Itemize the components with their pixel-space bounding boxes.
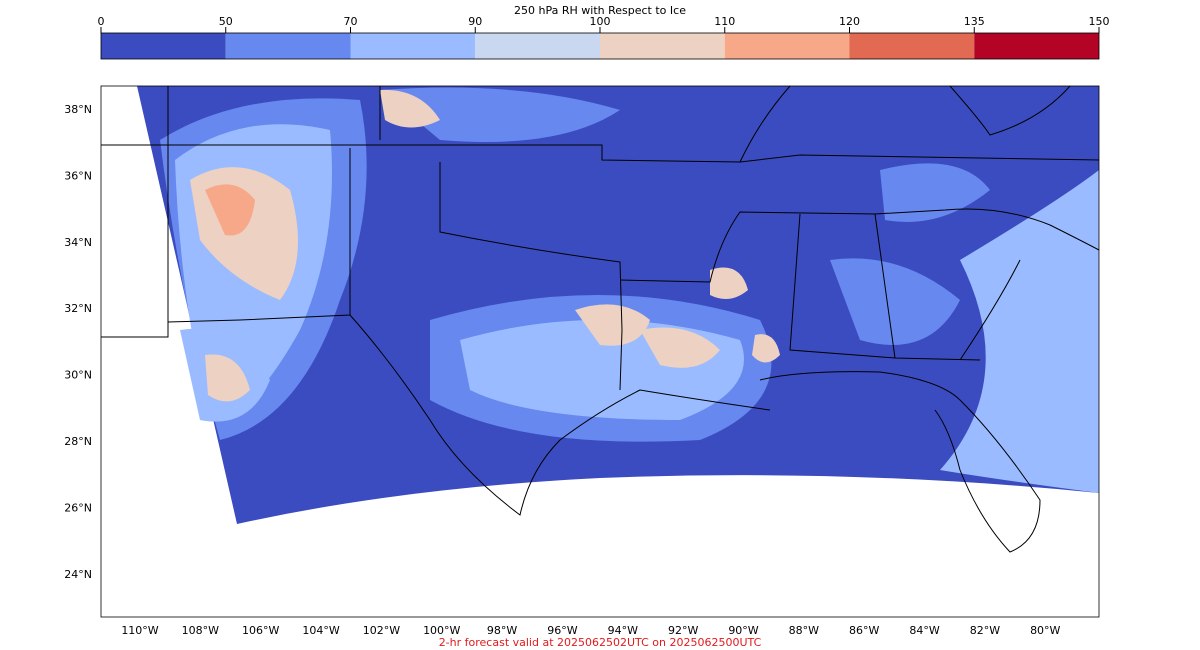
longitude-label: 82°W xyxy=(970,624,1000,637)
longitude-label: 110°W xyxy=(121,624,158,637)
colorbar-segment xyxy=(225,33,351,59)
colorbar-tick-label: 90 xyxy=(468,15,482,28)
state-borders xyxy=(101,86,1099,553)
longitude-label: 88°W xyxy=(789,624,819,637)
latitude-label: 38°N xyxy=(64,103,92,116)
longitude-label: 90°W xyxy=(728,624,758,637)
latitude-label: 28°N xyxy=(64,435,92,448)
map xyxy=(101,86,1099,553)
longitude-label: 92°W xyxy=(668,624,698,637)
longitude-label: 100°W xyxy=(423,624,460,637)
colorbar-segment xyxy=(724,33,850,59)
longitude-label: 96°W xyxy=(547,624,577,637)
latitude-label: 36°N xyxy=(64,169,92,182)
colorbar-segment xyxy=(101,33,226,59)
colorbar-title: 250 hPa RH with Respect to Ice xyxy=(514,4,686,17)
colorbar-segment xyxy=(350,33,476,59)
humidity-field xyxy=(160,87,1099,493)
colorbar-tick-label: 70 xyxy=(344,15,358,28)
colorbar-segment xyxy=(600,33,725,59)
colorbar-tick-label: 110 xyxy=(714,15,735,28)
colorbar-tick-label: 120 xyxy=(839,15,860,28)
colorbar: 0 50 70 90 100 110 120 135 150 xyxy=(98,15,1110,60)
colorbar-tick-label: 0 xyxy=(98,15,105,28)
longitude-label: 102°W xyxy=(363,624,400,637)
longitude-label: 84°W xyxy=(909,624,939,637)
longitude-label: 106°W xyxy=(242,624,279,637)
latitude-labels: 38°N 36°N 34°N 32°N 30°N 28°N 26°N 24°N xyxy=(64,103,92,581)
longitude-label: 80°W xyxy=(1030,624,1060,637)
longitude-label: 98°W xyxy=(487,624,517,637)
latitude-label: 32°N xyxy=(64,302,92,315)
colorbar-tick-label: 50 xyxy=(219,15,233,28)
longitude-label: 86°W xyxy=(849,624,879,637)
colorbar-tick-label: 100 xyxy=(590,15,611,28)
longitude-label: 108°W xyxy=(182,624,219,637)
longitude-labels: 110°W 108°W 106°W 104°W 102°W 100°W 98°W 96°W 94… xyxy=(121,624,1060,637)
colorbar-segment xyxy=(849,33,975,59)
colorbar-segment xyxy=(974,33,1099,59)
colorbar-segment xyxy=(475,33,600,59)
latitude-label: 30°N xyxy=(64,369,92,382)
colorbar-tick-label: 150 xyxy=(1089,15,1110,28)
forecast-caption: 2-hr forecast valid at 2025062502UTC on … xyxy=(439,636,762,649)
longitude-label: 104°W xyxy=(302,624,339,637)
latitude-label: 26°N xyxy=(64,501,92,514)
latitude-label: 24°N xyxy=(64,568,92,581)
map-frame xyxy=(100,85,1100,618)
latitude-label: 34°N xyxy=(64,236,92,249)
colorbar-tick-label: 135 xyxy=(964,15,985,28)
longitude-label: 94°W xyxy=(608,624,638,637)
